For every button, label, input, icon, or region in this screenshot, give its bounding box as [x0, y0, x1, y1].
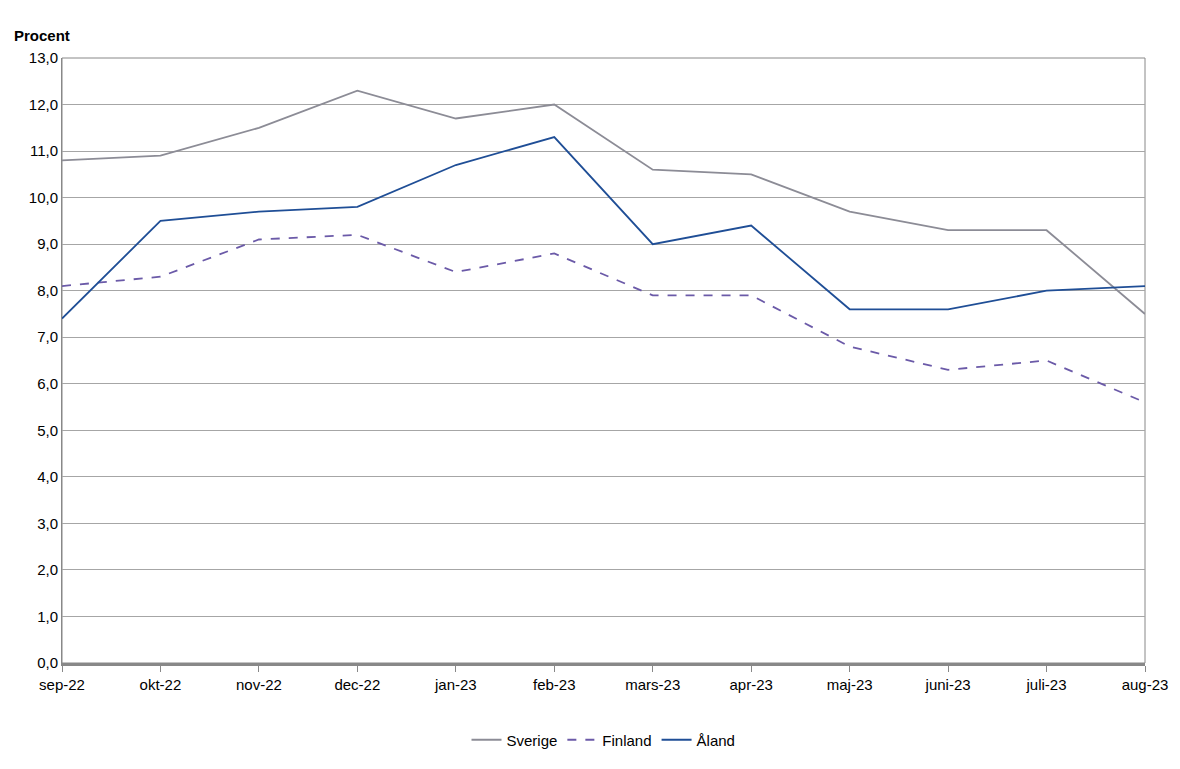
svg-text:juni-23: juni-23 — [925, 676, 971, 693]
svg-text:8,0: 8,0 — [37, 282, 58, 299]
svg-text:okt-22: okt-22 — [140, 676, 182, 693]
svg-text:9,0: 9,0 — [37, 235, 58, 252]
svg-text:nov-22: nov-22 — [236, 676, 282, 693]
svg-text:4,0: 4,0 — [37, 468, 58, 485]
svg-text:maj-23: maj-23 — [827, 676, 873, 693]
svg-text:Sverige: Sverige — [507, 732, 558, 749]
svg-text:apr-23: apr-23 — [730, 676, 773, 693]
svg-text:1,0: 1,0 — [37, 608, 58, 625]
svg-text:mars-23: mars-23 — [625, 676, 680, 693]
svg-text:13,0: 13,0 — [29, 49, 58, 66]
svg-text:sep-22: sep-22 — [39, 676, 85, 693]
svg-text:6,0: 6,0 — [37, 375, 58, 392]
svg-text:Procent: Procent — [14, 27, 70, 44]
svg-text:feb-23: feb-23 — [533, 676, 576, 693]
svg-text:0,0: 0,0 — [37, 654, 58, 671]
svg-text:juli-23: juli-23 — [1026, 676, 1067, 693]
svg-text:Finland: Finland — [602, 732, 651, 749]
svg-text:7,0: 7,0 — [37, 328, 58, 345]
svg-text:jan-23: jan-23 — [434, 676, 477, 693]
svg-text:dec-22: dec-22 — [334, 676, 380, 693]
svg-text:2,0: 2,0 — [37, 561, 58, 578]
svg-text:Åland: Åland — [697, 732, 735, 749]
svg-text:5,0: 5,0 — [37, 422, 58, 439]
svg-text:3,0: 3,0 — [37, 515, 58, 532]
svg-text:10,0: 10,0 — [29, 189, 58, 206]
svg-text:aug-23: aug-23 — [1122, 676, 1169, 693]
svg-text:11,0: 11,0 — [30, 142, 58, 159]
svg-text:12,0: 12,0 — [29, 96, 58, 113]
